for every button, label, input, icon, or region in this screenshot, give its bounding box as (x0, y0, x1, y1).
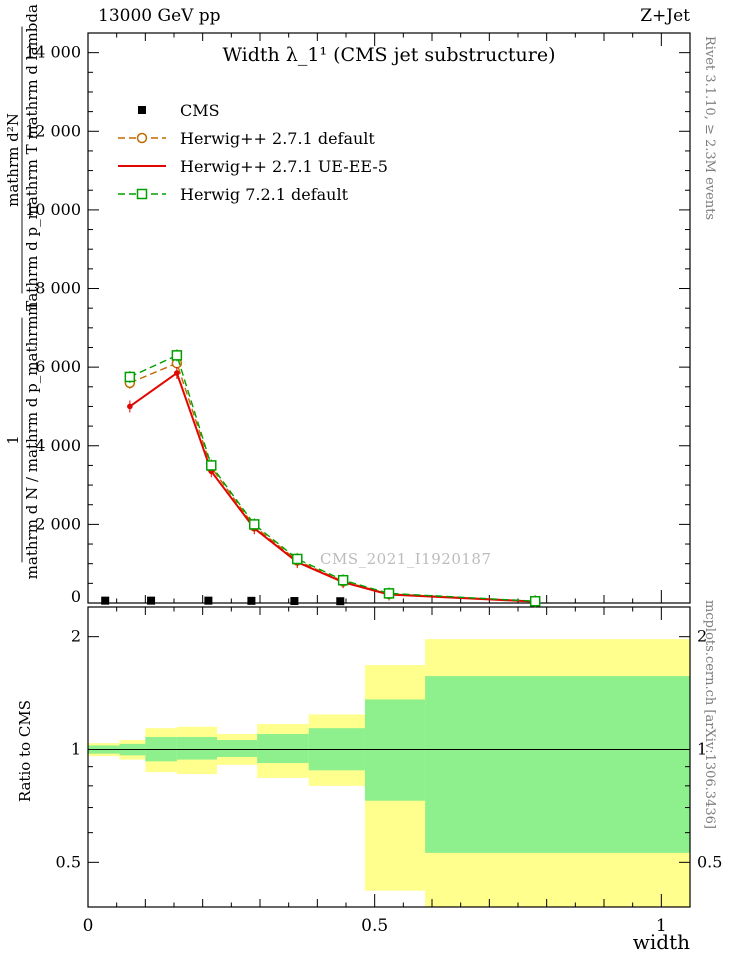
legend: CMS Herwig++ 2.7.1 default Herwig++ 2.7.1 … (116, 96, 388, 208)
svg-text:mathrm d²N: mathrm d²N (4, 113, 22, 207)
legend-label: Herwig++ 2.7.1 UE-EE-5 (180, 156, 388, 176)
ratio-band-inner (176, 736, 217, 760)
legend-marker (118, 188, 166, 200)
legend-label: CMS (180, 100, 220, 120)
ratio-y-tick-label: 2 (71, 627, 81, 646)
plot-title: Width λ_1¹ (CMS jet substructure) (222, 44, 556, 66)
svg-text:1: 1 (4, 435, 22, 445)
legend-item-0: CMS (116, 96, 388, 124)
y-tick-label: 4 000 (35, 436, 81, 455)
process-label: Z+Jet (640, 6, 690, 26)
main-y-axis-label: 1 mathrm d N / mathrm d p_mathrm Tmathrm … (4, 4, 41, 579)
ratio-y-tick-label: 0.5 (56, 852, 81, 871)
marker-open-square (249, 519, 260, 530)
legend-marker (138, 106, 146, 114)
series-line (129, 371, 536, 603)
beam-energy-label: 13000 GeV pp (98, 6, 221, 26)
y-tick-label: 8 000 (35, 279, 81, 298)
marker-filled-square (147, 596, 156, 605)
legend-label: Herwig++ 2.7.1 default (180, 128, 375, 148)
mcplots-reference-label: mcplots.cern.ch [arXiv:1306.3436] (702, 600, 717, 829)
y-tick-label: 10 000 (25, 200, 81, 219)
marker-open-square (292, 553, 303, 565)
marker-open-square (337, 574, 349, 586)
legend-item-1: Herwig++ 2.7.1 default (116, 124, 388, 152)
ratio-band-inner (257, 733, 309, 764)
y-tick-label: 0 (71, 587, 81, 606)
main-plot-frame (87, 32, 691, 604)
marker-open-square (383, 588, 395, 599)
marker-dot (174, 370, 180, 376)
series-line (129, 354, 536, 602)
ratio-band-inner (425, 676, 690, 853)
ratio-y-tick-label: 1 (71, 740, 81, 759)
ratio-y-tick-label-right: 0.5 (697, 852, 722, 871)
legend-marker (118, 165, 166, 167)
marker-open-square (124, 371, 136, 383)
y-tick-label: 6 000 (35, 357, 81, 376)
y-tick-label: 2 000 (35, 514, 81, 533)
marker-open-square (529, 595, 541, 607)
ratio-plot-frame (87, 606, 691, 908)
ratio-y-tick-label-right: 1 (697, 740, 707, 759)
x-tick-label: 1 (656, 916, 667, 936)
marker-filled-square (336, 597, 345, 606)
marker-filled-square (101, 596, 110, 605)
y-tick-label: 12 000 (25, 121, 81, 140)
rivet-version-label: Rivet 3.1.10, ≥ 2.3M events (702, 36, 717, 221)
marker-dot (127, 403, 133, 410)
marker-filled-square (204, 596, 213, 605)
x-tick-label: 0.5 (361, 916, 388, 936)
marker-open-square (136, 188, 148, 200)
legend-item-2: Herwig++ 2.7.1 UE-EE-5 (116, 152, 388, 180)
ratio-band-inner (364, 699, 426, 801)
x-axis-label: width (632, 930, 690, 954)
marker-filled-square (138, 106, 146, 114)
marker-open-square (206, 460, 217, 471)
legend-label: Herwig 7.2.1 default (180, 184, 349, 204)
ratio-y-tick-label-right: 2 (697, 627, 707, 646)
marker-open-circle (136, 132, 148, 144)
marker-filled-square (247, 596, 256, 605)
svg-text:mathrm d N / mathrm d p_mathrm: mathrm d N / mathrm d p_mathrm T (23, 301, 41, 580)
analysis-watermark: CMS_2021_I1920187 (320, 550, 492, 568)
ratio-axis-label: Ratio to CMS (16, 700, 34, 803)
x-tick-label: 0 (83, 916, 94, 936)
marker-filled-square (290, 597, 299, 606)
legend-item-3: Herwig 7.2.1 default (116, 180, 388, 208)
marker-open-square (171, 350, 183, 361)
y-tick-label: 14 000 (25, 43, 81, 62)
legend-marker (118, 132, 166, 144)
ratio-band-inner (217, 740, 258, 757)
svg-text:mathrm d p_mathrm T mathrm d l: mathrm d p_mathrm T mathrm d lambda (23, 4, 41, 316)
